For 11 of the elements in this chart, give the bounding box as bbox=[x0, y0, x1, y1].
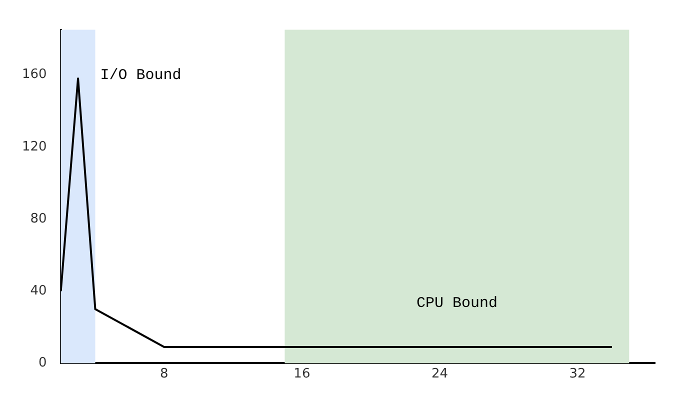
x-tick-label: 24 bbox=[431, 366, 448, 382]
y-tick-label: 0 bbox=[38, 356, 47, 371]
x-tick-label: 8 bbox=[160, 366, 168, 382]
x-tick-label: 32 bbox=[569, 366, 586, 382]
x-tick-label: 16 bbox=[294, 366, 310, 382]
band-label: I/O Bound bbox=[100, 66, 182, 84]
y-tick-label: 120 bbox=[22, 139, 47, 154]
band-label: CPU Bound bbox=[416, 295, 498, 312]
y-tick-label: 160 bbox=[22, 67, 47, 82]
y-tick-label: 80 bbox=[30, 211, 47, 226]
y-tick-label: 40 bbox=[30, 283, 47, 298]
